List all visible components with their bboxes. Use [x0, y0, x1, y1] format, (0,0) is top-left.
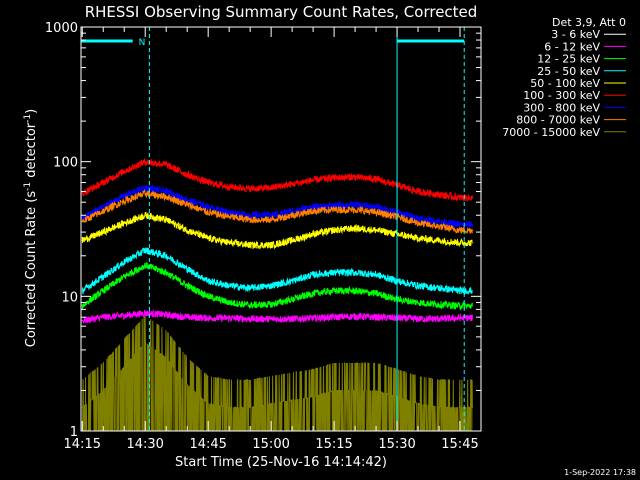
series-1-line — [81, 229, 473, 278]
series-5 — [81, 211, 474, 250]
footer-date: 1-Sep-2022 17:38 — [564, 468, 636, 477]
legend-item-6: 100 - 300 keV — [523, 89, 600, 102]
series-4-point — [472, 290, 474, 292]
x-tick-label: 14:45 — [189, 437, 226, 452]
series-1 — [81, 229, 474, 278]
series-2-point — [123, 314, 125, 317]
legend-item-9: 7000 - 15000 keV — [502, 126, 600, 139]
series-7 — [81, 184, 474, 228]
series-3-line — [81, 262, 473, 311]
chart-title: RHESSI Observing Summary Count Rates, Co… — [85, 3, 478, 21]
series-2-line — [81, 308, 473, 324]
series-6-line — [81, 158, 473, 202]
series-4 — [81, 247, 474, 296]
series-6-point — [165, 164, 167, 166]
series-7-line — [81, 184, 473, 228]
ylabel-exp-1: -1 — [23, 182, 33, 191]
ylabel-part-1: Corrected Count Rate (s — [24, 191, 39, 348]
legend-item-3: 12 - 25 keV — [537, 53, 600, 66]
x-tick-label: 14:15 — [64, 437, 101, 452]
flag-label: N — [139, 38, 146, 48]
legend-item-2: 6 - 12 keV — [544, 40, 600, 53]
legend-item-4: 25 - 50 keV — [537, 65, 600, 78]
y-tick-label: 1 — [70, 425, 78, 440]
y-tick-label: 10 — [61, 290, 78, 305]
data-layer — [81, 158, 474, 432]
y-axis-label: Corrected Count Rate (s-1 detector-1) — [23, 109, 39, 347]
legend-item-8: 800 - 7000 keV — [516, 114, 600, 127]
x-tick-label: 14:30 — [126, 437, 163, 452]
series-7-point — [81, 217, 83, 219]
series-3 — [81, 262, 474, 311]
legend-item-1: 3 - 6 keV — [551, 28, 600, 41]
series-4-line — [81, 247, 473, 296]
x-tick-label: 15:45 — [441, 437, 478, 452]
legend-item-7: 300 - 800 keV — [523, 101, 600, 114]
x-tick-label: 15:00 — [252, 437, 289, 452]
series-8-line — [81, 188, 473, 235]
plot-frame — [80, 26, 482, 432]
legend-header: Det 3,9, Att 0 — [552, 16, 626, 29]
y-tick-labels: 1 10 100 1000 — [45, 21, 78, 440]
series-5-point — [186, 229, 188, 231]
series-5-point — [472, 242, 474, 244]
series-9-line — [82, 315, 473, 432]
series-9 — [81, 315, 474, 432]
x-tick-labels: 14:15 14:30 14:45 15:00 15:15 15:30 15:45 — [64, 437, 479, 452]
x-tick-label: 15:30 — [378, 437, 415, 452]
ylabel-exp-2: -1 — [23, 114, 33, 123]
series-2 — [81, 308, 474, 324]
x-tick-label: 15:15 — [315, 437, 352, 452]
series-5-line — [81, 211, 473, 250]
y-tick-label: 1000 — [45, 21, 78, 36]
plot-axes — [80, 26, 482, 432]
series-8 — [81, 188, 474, 235]
series-6 — [81, 158, 474, 202]
legend-item-5: 50 - 100 keV — [530, 77, 600, 90]
ylabel-part-3: ) — [24, 109, 39, 114]
y-tick-label: 100 — [53, 156, 78, 171]
x-axis-label: Start Time (25-Nov-16 14:14:42) — [175, 455, 387, 470]
ylabel-part-2: detector — [24, 122, 39, 182]
attenuator-flags: N — [81, 27, 465, 431]
